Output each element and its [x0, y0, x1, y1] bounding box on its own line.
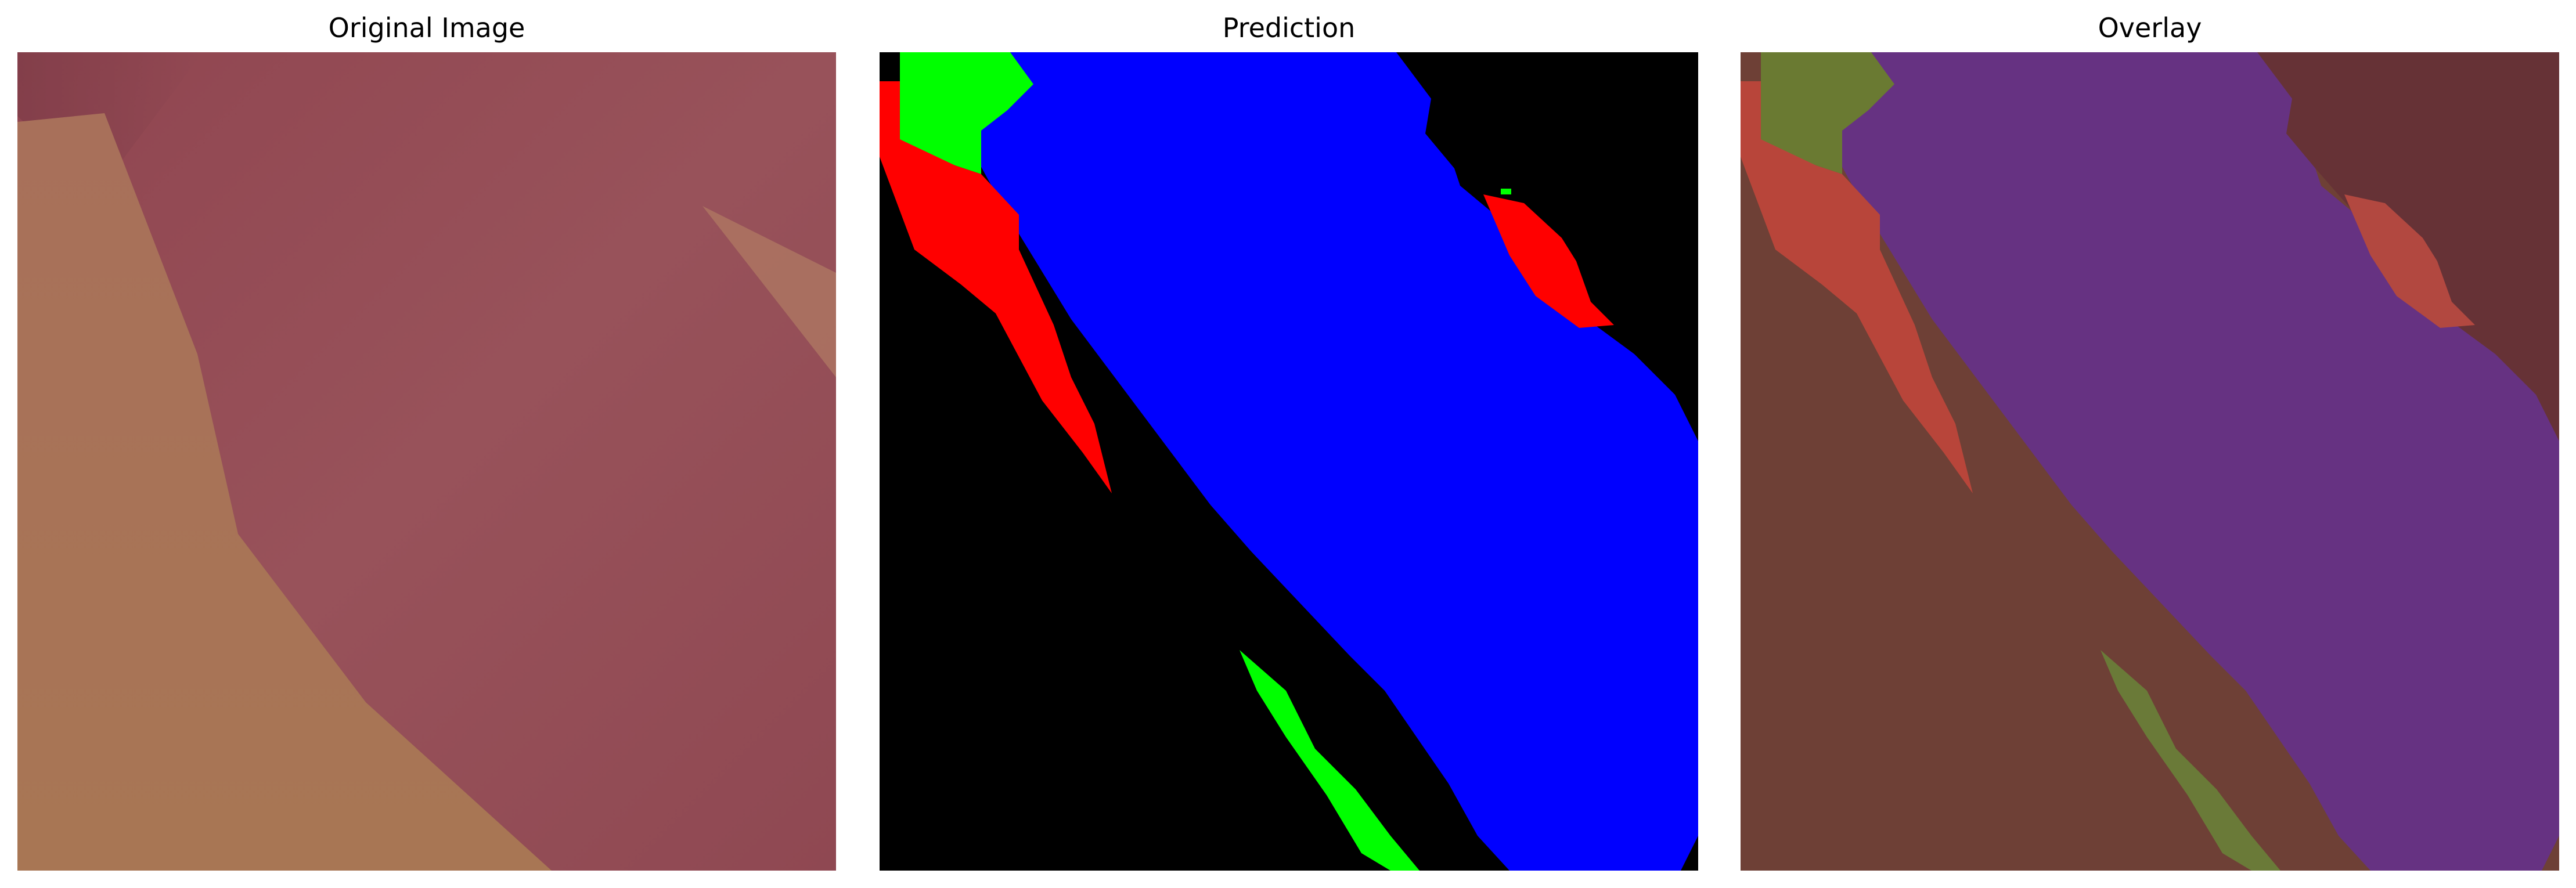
prediction-mask [880, 52, 1698, 871]
original-image [17, 52, 836, 871]
prediction-red-right-region [1483, 194, 1614, 328]
original-light-region [17, 113, 552, 871]
prediction-green-top-region [900, 52, 1033, 174]
prediction-title: Prediction [1222, 12, 1356, 44]
overlay-green-top-region [1761, 52, 1894, 174]
prediction-panel: Prediction [880, 0, 1698, 888]
original-light-streak [702, 206, 836, 377]
original-image-panel: Original Image [17, 0, 836, 888]
original-image-title: Original Image [328, 12, 525, 44]
prediction-green-speck [1501, 189, 1511, 194]
prediction-green-bottom-region [1240, 650, 1419, 871]
prediction-red-left-region [880, 81, 1112, 493]
overlay-red-right-region [2344, 194, 2475, 328]
overlay-image [1741, 52, 2559, 871]
overlay-panel: Overlay [1741, 0, 2559, 888]
overlay-title: Overlay [2098, 12, 2202, 44]
overlay-red-left-region [1741, 81, 1973, 493]
overlay-green-bottom-region [2101, 650, 2280, 871]
